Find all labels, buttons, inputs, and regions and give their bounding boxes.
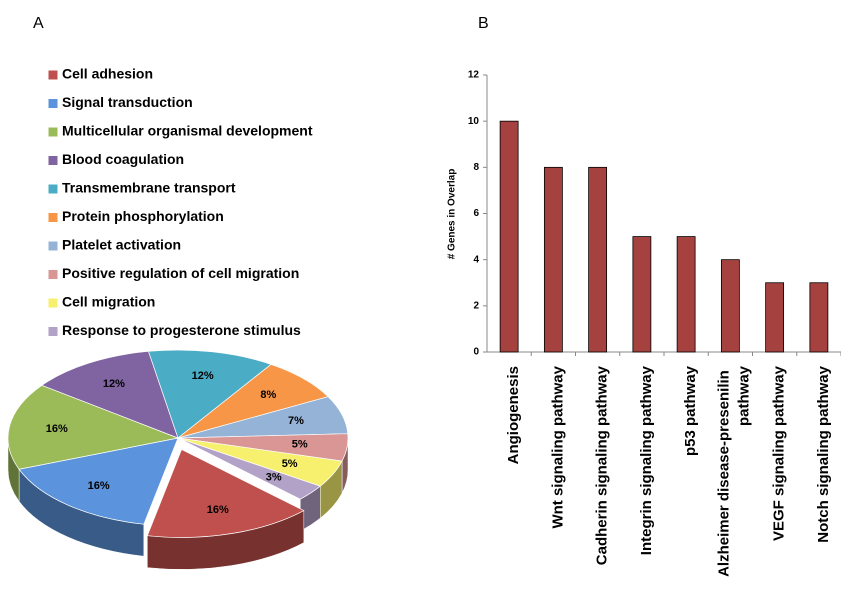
legend-swatch xyxy=(47,69,59,81)
y-tick-label: 2 xyxy=(473,300,479,311)
bar xyxy=(499,120,519,353)
x-tick-label: Wnt signaling pathway xyxy=(549,365,566,528)
pie-value-label: 5% xyxy=(292,439,308,451)
pie-value-label: 5% xyxy=(282,458,298,470)
legend-label: Multicellular organismal development xyxy=(62,123,313,139)
legend-label: Protein phosphorylation xyxy=(62,208,224,224)
bar xyxy=(765,282,785,353)
legend-swatch xyxy=(47,297,59,309)
y-tick-label: 6 xyxy=(473,208,479,219)
legend-swatch xyxy=(47,155,59,166)
pie-value-label: 7% xyxy=(288,415,304,427)
legend-label: Transmembrane transport xyxy=(62,180,236,196)
legend-swatch xyxy=(47,98,59,109)
pie-slice xyxy=(148,349,272,439)
y-tick-label: 10 xyxy=(468,116,480,127)
bar xyxy=(543,166,563,353)
legend-swatch xyxy=(47,126,59,138)
legend-swatch xyxy=(47,326,59,337)
bar xyxy=(720,259,740,353)
legend-swatch xyxy=(47,269,59,280)
pie-slice xyxy=(41,350,179,439)
legend-label: Response to progesterone stimulus xyxy=(62,322,301,338)
x-tick-label: Integrin signaling pathway xyxy=(638,365,655,555)
legend-label: Positive regulation of cell migration xyxy=(62,265,299,281)
y-tick-label: 0 xyxy=(473,347,479,358)
legend-swatch xyxy=(47,183,59,195)
x-tick-label: Angiogenesis xyxy=(505,366,522,464)
panel-label: A xyxy=(33,15,44,32)
legend-label: Platelet activation xyxy=(62,237,181,253)
y-axis-label: # Genes in Overlap xyxy=(447,169,458,260)
pie-value-label: 16% xyxy=(207,504,229,516)
pie-slice xyxy=(7,384,180,470)
pie-value-label: 12% xyxy=(103,378,125,390)
y-tick-label: 8 xyxy=(473,162,479,173)
x-tick-label: Cadherin signaling pathway xyxy=(594,365,611,565)
pie-slice xyxy=(146,448,305,538)
pie-value-label: 12% xyxy=(192,370,214,382)
x-tick-label: Notch signaling pathway xyxy=(815,365,832,542)
legend-label: Signal transduction xyxy=(62,94,193,110)
pie-value-label: 3% xyxy=(266,471,282,483)
bar xyxy=(809,282,829,353)
legend-label: Blood coagulation xyxy=(62,151,184,167)
panel-label: B xyxy=(478,15,489,32)
bar xyxy=(588,166,608,353)
y-tick-label: 12 xyxy=(468,70,480,81)
pie-value-label: 8% xyxy=(260,389,276,401)
y-tick-label: 4 xyxy=(473,254,479,265)
x-tick-label: Alzheimer disease-presenilin pathway xyxy=(715,365,752,577)
x-tick-label: VEGF signaling pathway xyxy=(771,365,788,541)
bar xyxy=(676,236,696,353)
pie-value-label: 16% xyxy=(88,480,110,492)
legend-label: Cell adhesion xyxy=(62,66,153,82)
legend-swatch xyxy=(47,240,59,252)
legend-swatch xyxy=(47,212,59,223)
pie-value-label: 16% xyxy=(46,423,68,435)
bar xyxy=(632,236,652,353)
x-tick-label: p53 pathway xyxy=(682,365,699,456)
pie-slice xyxy=(177,437,321,500)
legend-label: Cell migration xyxy=(62,294,155,310)
pie-slice xyxy=(18,437,179,525)
